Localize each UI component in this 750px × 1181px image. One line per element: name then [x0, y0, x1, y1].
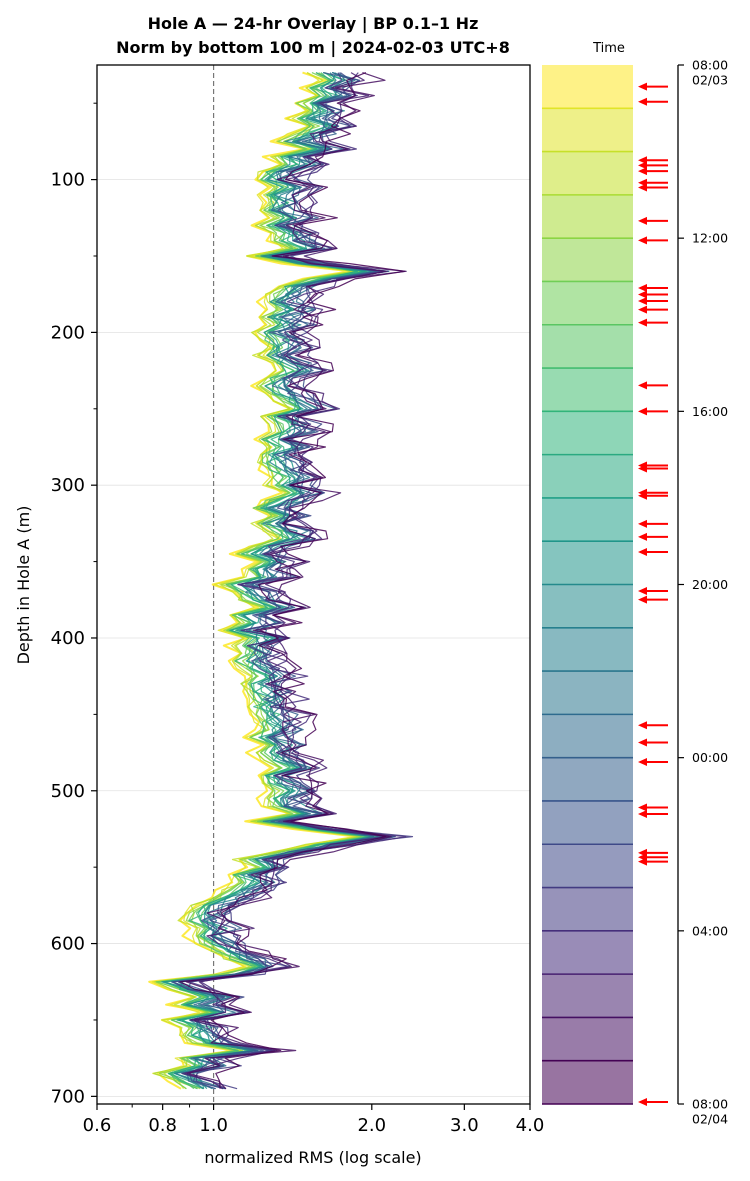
x-tick-label-4.0: 4.0: [516, 1115, 545, 1136]
event-arrowhead-1: [638, 82, 647, 91]
series-line-3: [153, 72, 362, 1090]
event-arrowhead-9: [638, 236, 647, 245]
colorbar-tick-label-6: 04:00: [692, 923, 728, 938]
colorbar-ticks: 08:00 02/03 12:00 16:00 20:00 00:00 04:00 08:00…: [678, 58, 728, 1127]
x-axis-ticks: 0.6 0.8 1.0 2.0 3.0 4.0: [83, 1104, 545, 1136]
colorbar-tick-label-1: 08:00 02/03: [692, 58, 728, 88]
event-arrowhead-12: [638, 296, 647, 305]
event-arrowhead-24: [638, 586, 647, 595]
plot-frame: [96, 64, 531, 1105]
event-arrowhead-28: [638, 757, 647, 766]
series-line-18: [177, 72, 384, 1090]
colorbar-tick-label-3: 16:00: [692, 404, 728, 419]
event-arrowhead-18: [638, 464, 647, 473]
colorbar-band-4: [542, 194, 633, 239]
event-arrowhead-4: [638, 161, 647, 170]
x-tick-label-2.0: 2.0: [357, 1115, 386, 1136]
event-arrowhead-29: [638, 803, 647, 812]
plot-background: [97, 65, 530, 1104]
y-tick-label-200: 200: [51, 322, 85, 343]
event-arrows: [638, 82, 668, 1106]
colorbar-band-10: [542, 454, 633, 498]
event-arrowhead-13: [638, 305, 647, 314]
colorbar-band-15: [542, 671, 633, 715]
chart-title-line1: Hole A — 24-hr Overlay | BP 0.1–1 Hz: [148, 14, 479, 34]
colorbar-band-6: [542, 281, 633, 325]
colorbar-label: Time: [592, 41, 625, 56]
colorbar-band-11: [542, 497, 633, 542]
y-tick-label-300: 300: [51, 475, 85, 496]
event-arrowhead-7: [638, 183, 647, 192]
series-group: [148, 71, 414, 1090]
colorbar-band-23: [542, 1017, 633, 1061]
event-arrowhead-34: [638, 1098, 647, 1106]
event-arrowhead-30: [638, 809, 647, 818]
colorbar-band-24: [542, 1060, 633, 1104]
event-arrowhead-23: [638, 548, 647, 557]
chart-title-line2: Norm by bottom 100 m | 2024-02-03 UTC+8: [116, 38, 510, 58]
event-arrowhead-10: [638, 283, 647, 292]
x-tick-label-0.6: 0.6: [83, 1115, 112, 1136]
event-arrowhead-2: [638, 97, 647, 106]
colorbar-band-13: [542, 584, 633, 628]
colorbar-tick-label-5: 00:00: [692, 750, 728, 765]
colorbar-band-1: [542, 65, 633, 109]
y-axis-label: Depth in Hole A (m): [14, 506, 33, 665]
event-arrowhead-14: [638, 318, 647, 327]
colorbar-band-3: [542, 151, 633, 195]
colorbar-bands: [542, 65, 633, 1105]
colorbar-band-5: [542, 238, 633, 282]
y-axis-ticks: 100 200 300 400 500 600 700: [51, 102, 97, 1107]
colorbar-band-7: [542, 324, 633, 369]
colorbar-band-19: [542, 844, 633, 888]
rms-depth-plot: 0.6 0.8 1.0 2.0 3.0 4.0 100 200 300 400 500 600 700: [51, 64, 545, 1136]
y-tick-label-500: 500: [51, 781, 85, 802]
event-arrowhead-33: [638, 857, 647, 866]
colorbar-band-14: [542, 627, 633, 672]
x-tick-label-1.0: 1.0: [199, 1115, 228, 1136]
colorbar-band-2: [542, 108, 633, 152]
y-tick-label-100: 100: [51, 170, 85, 191]
colorbar-band-16: [542, 714, 633, 758]
event-arrowhead-16: [638, 407, 647, 416]
event-arrowhead-22: [638, 532, 647, 541]
x-tick-label-3.0: 3.0: [450, 1115, 479, 1136]
event-arrowhead-26: [638, 721, 647, 730]
y-tick-label-700: 700: [51, 1086, 85, 1107]
event-arrowhead-25: [638, 595, 647, 604]
event-arrowhead-11: [638, 290, 647, 299]
event-arrowhead-5: [638, 167, 647, 176]
colorbar-band-22: [542, 974, 633, 1018]
colorbar-band-8: [542, 368, 633, 412]
series-line-24: [179, 72, 406, 1089]
event-arrowhead-21: [638, 519, 647, 528]
y-tick-label-400: 400: [51, 628, 85, 649]
x-axis-label: normalized RMS (log scale): [204, 1148, 421, 1167]
event-arrowhead-15: [638, 381, 647, 390]
colorbar-band-20: [542, 887, 633, 931]
colorbar-band-17: [542, 757, 633, 801]
series-line-2: [151, 72, 359, 1090]
colorbar-band-21: [542, 930, 633, 975]
colorbar-band-12: [542, 541, 633, 585]
time-colorbar: 08:00 02/03 12:00 16:00 20:00 00:00 04:00 08:00…: [542, 58, 728, 1127]
x-tick-label-0.8: 0.8: [148, 1115, 177, 1136]
event-arrowhead-3: [638, 156, 647, 165]
colorbar-tick-label-2: 12:00: [692, 231, 728, 246]
event-arrowhead-20: [638, 491, 647, 500]
colorbar-band-18: [542, 800, 633, 845]
event-arrowhead-27: [638, 738, 647, 747]
colorbar-tick-label-7: 08:00 02/04: [692, 1097, 728, 1127]
colorbar-band-9: [542, 411, 633, 455]
series-line-23: [185, 72, 392, 1090]
y-tick-label-600: 600: [51, 934, 85, 955]
colorbar-tick-label-4: 20:00: [692, 577, 728, 592]
series-line-9: [164, 72, 370, 1090]
event-arrowhead-8: [638, 216, 647, 225]
